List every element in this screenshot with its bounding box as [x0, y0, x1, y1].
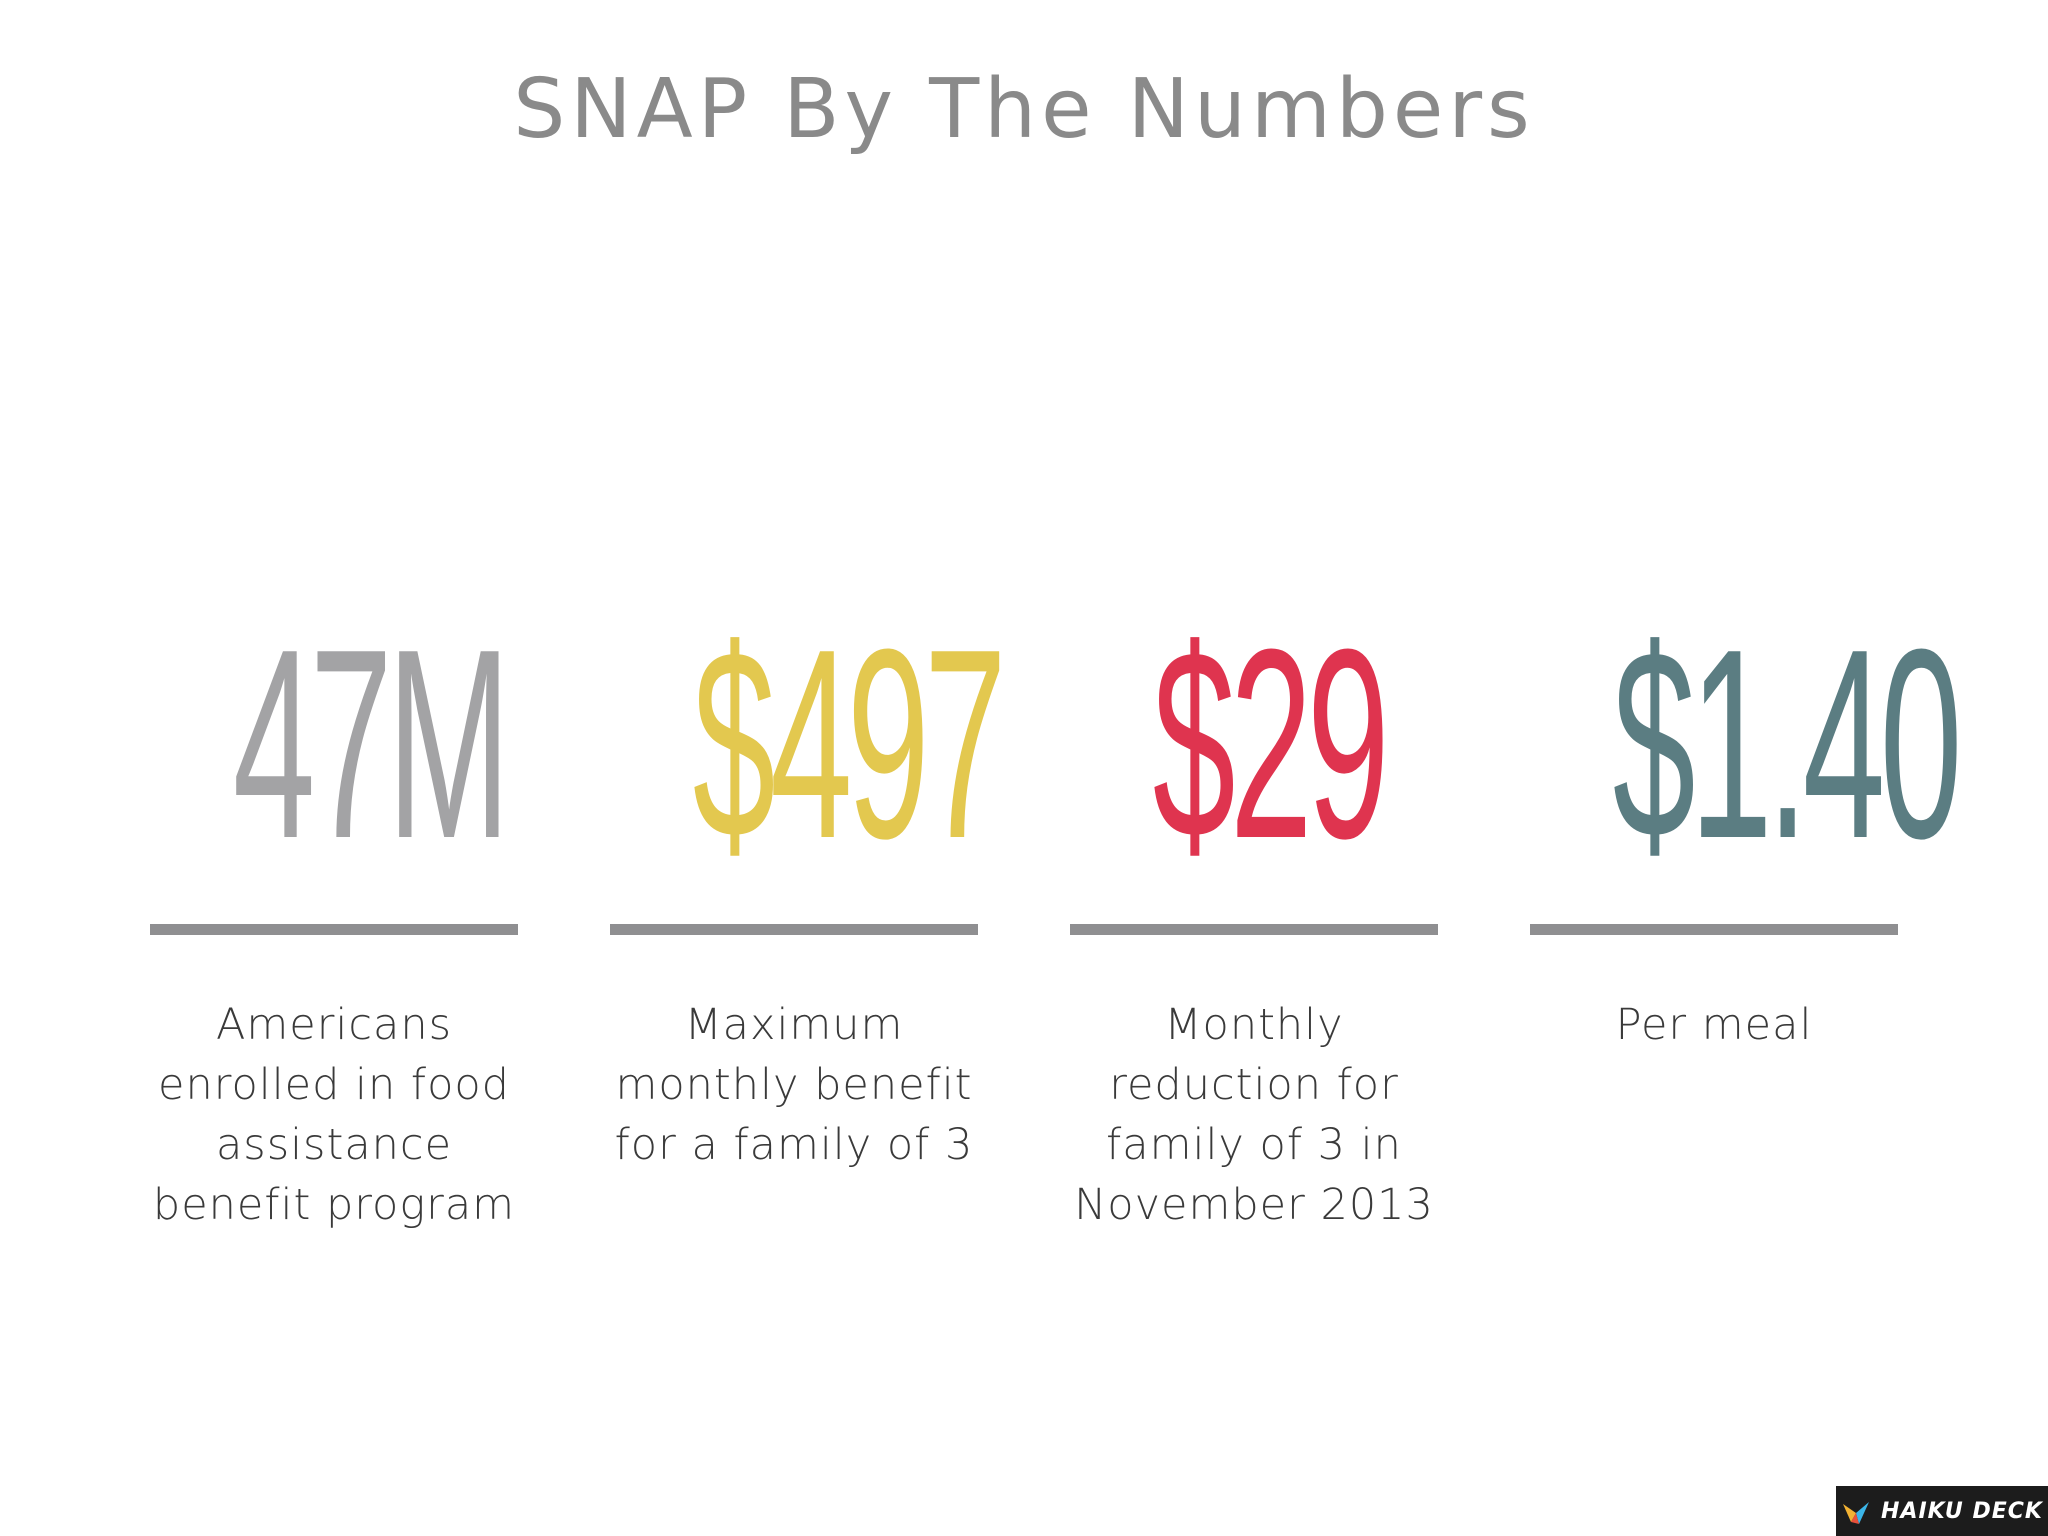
stat-label: Maximum monthly benefit for a family of … [614, 1000, 974, 1170]
stat-value: $1.40 [1612, 594, 1963, 895]
stat-value: $29 [1152, 594, 1390, 895]
stat-divider [1530, 924, 1898, 935]
stat-divider [150, 924, 518, 935]
stat-value: 47M [232, 594, 511, 895]
haiku-deck-badge[interactable]: HAIKU DECK [1836, 1486, 2048, 1536]
stat-label: Per meal [1615, 1000, 1813, 1050]
stat-divider [610, 924, 978, 935]
stat-label: Monthly reduction for family of 3 in Nov… [1074, 1000, 1434, 1230]
haiku-deck-logo-icon [1843, 1502, 1870, 1524]
stat-enrolled: 47M Americans enrolled in food assistanc… [150, 594, 518, 1240]
slide-title: SNAP By The Numbers [513, 62, 1535, 157]
stat-per-meal: $1.40 Per meal [1530, 594, 1963, 1240]
stats-row: 47M Americans enrolled in food assistanc… [150, 594, 1963, 1240]
stat-value: $497 [692, 594, 1007, 895]
haiku-deck-label: HAIKU DECK [1881, 1498, 2043, 1524]
stat-max-benefit: $497 Maximum monthly benefit for a famil… [610, 594, 1007, 1240]
stat-divider [1070, 924, 1438, 935]
stat-reduction: $29 Monthly reduction for family of 3 in… [1070, 594, 1438, 1240]
stat-label: Americans enrolled in food assistance be… [152, 1000, 516, 1230]
